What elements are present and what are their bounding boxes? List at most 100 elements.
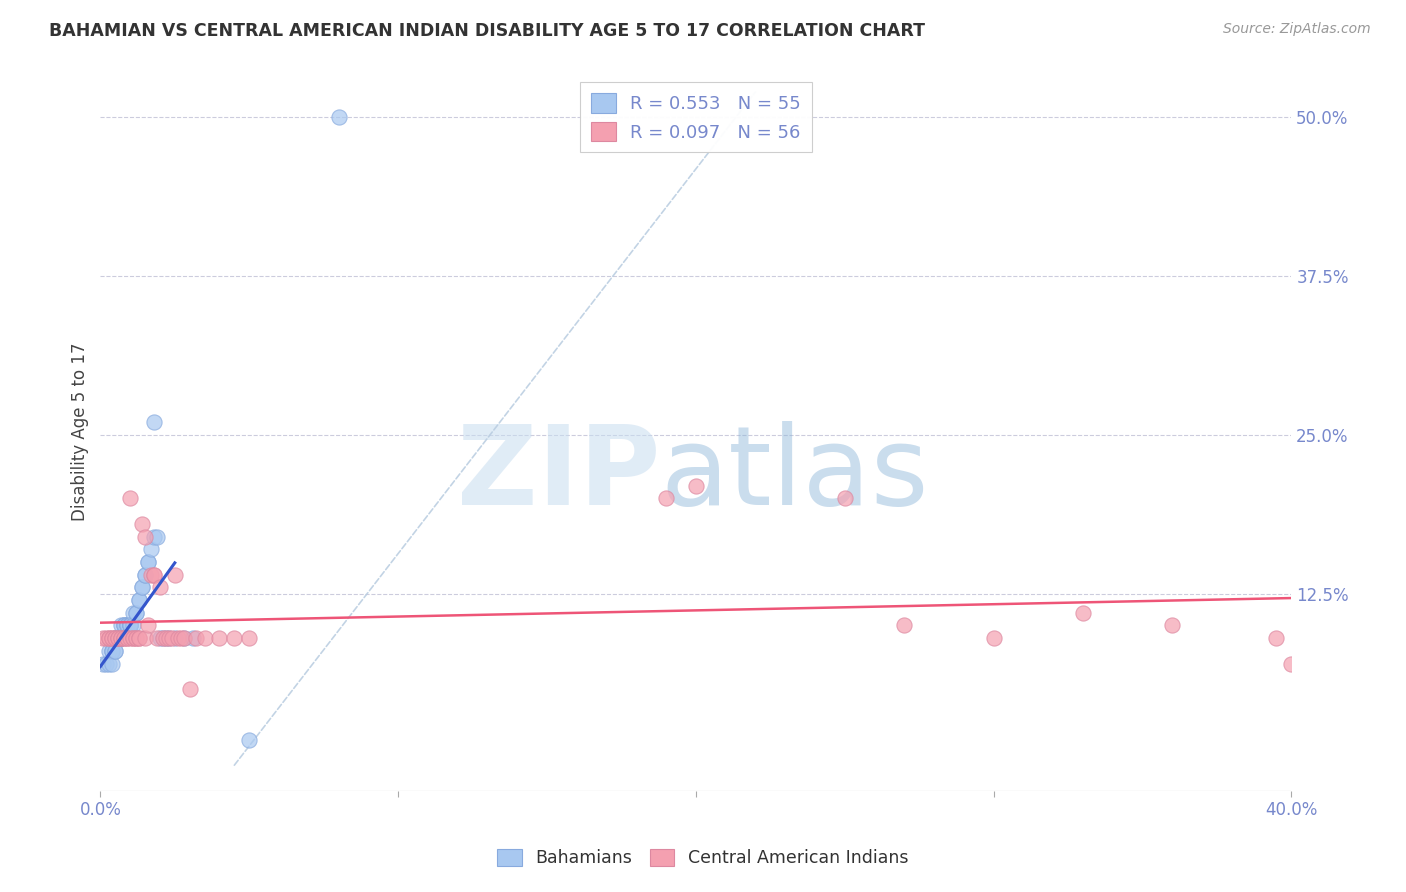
Point	[157, 631, 180, 645]
Text: ZIP: ZIP	[457, 421, 659, 528]
Point	[173, 631, 195, 645]
Point	[104, 631, 127, 645]
Point	[142, 567, 165, 582]
Point	[1265, 631, 1288, 645]
Point	[110, 631, 132, 645]
Point	[120, 618, 142, 632]
Point	[125, 631, 148, 645]
Point	[120, 618, 142, 632]
Point	[98, 631, 121, 645]
Point	[131, 516, 153, 531]
Point	[98, 644, 121, 658]
Point	[163, 567, 186, 582]
Point	[98, 657, 121, 671]
Point	[134, 530, 156, 544]
Point	[115, 631, 138, 645]
Point	[142, 415, 165, 429]
Point	[104, 644, 127, 658]
Point	[104, 631, 127, 645]
Point	[125, 606, 148, 620]
Point	[107, 631, 129, 645]
Point	[96, 631, 118, 645]
Point	[107, 631, 129, 645]
Point	[120, 631, 142, 645]
Point	[152, 631, 174, 645]
Y-axis label: Disability Age 5 to 17: Disability Age 5 to 17	[72, 343, 89, 521]
Point	[128, 593, 150, 607]
Point	[128, 631, 150, 645]
Point	[122, 606, 145, 620]
Point	[128, 593, 150, 607]
Point	[685, 479, 707, 493]
Point	[120, 618, 142, 632]
Point	[98, 631, 121, 645]
Point	[125, 631, 148, 645]
Point	[120, 491, 142, 506]
Point	[104, 644, 127, 658]
Point	[1071, 606, 1094, 620]
Point	[120, 618, 142, 632]
Point	[1279, 657, 1302, 671]
Point	[104, 631, 127, 645]
Point	[96, 657, 118, 671]
Point	[120, 618, 142, 632]
Point	[125, 606, 148, 620]
Point	[101, 657, 124, 671]
Point	[181, 631, 204, 645]
Point	[107, 631, 129, 645]
Point	[101, 631, 124, 645]
Point	[110, 631, 132, 645]
Point	[179, 681, 201, 696]
Point	[131, 581, 153, 595]
Point	[134, 567, 156, 582]
Point	[115, 618, 138, 632]
Point	[91, 657, 114, 671]
Point	[101, 644, 124, 658]
Point	[139, 542, 162, 557]
Point	[101, 644, 124, 658]
Point	[142, 530, 165, 544]
Point	[107, 631, 129, 645]
Point	[112, 618, 135, 632]
Legend: R = 0.553   N = 55, R = 0.097   N = 56: R = 0.553 N = 55, R = 0.097 N = 56	[579, 82, 811, 153]
Point	[655, 491, 678, 506]
Point	[110, 631, 132, 645]
Text: Source: ZipAtlas.com: Source: ZipAtlas.com	[1223, 22, 1371, 37]
Point	[115, 631, 138, 645]
Point	[91, 631, 114, 645]
Point	[110, 631, 132, 645]
Text: atlas: atlas	[659, 421, 928, 528]
Point	[110, 631, 132, 645]
Point	[122, 618, 145, 632]
Point	[131, 581, 153, 595]
Point	[328, 111, 350, 125]
Point	[157, 631, 180, 645]
Point	[136, 555, 159, 569]
Point	[110, 618, 132, 632]
Point	[146, 631, 169, 645]
Point	[110, 631, 132, 645]
Point	[166, 631, 188, 645]
Point	[142, 567, 165, 582]
Point	[149, 631, 172, 645]
Point	[149, 581, 172, 595]
Point	[104, 631, 127, 645]
Point	[134, 631, 156, 645]
Legend: Bahamians, Central American Indians: Bahamians, Central American Indians	[491, 842, 915, 874]
Point	[155, 631, 177, 645]
Point	[184, 631, 207, 645]
Point	[122, 631, 145, 645]
Point	[115, 618, 138, 632]
Point	[134, 567, 156, 582]
Point	[101, 644, 124, 658]
Point	[112, 631, 135, 645]
Point	[834, 491, 856, 506]
Point	[107, 631, 129, 645]
Point	[170, 631, 193, 645]
Point	[112, 631, 135, 645]
Point	[173, 631, 195, 645]
Point	[208, 631, 231, 645]
Point	[115, 618, 138, 632]
Point	[101, 631, 124, 645]
Point	[152, 631, 174, 645]
